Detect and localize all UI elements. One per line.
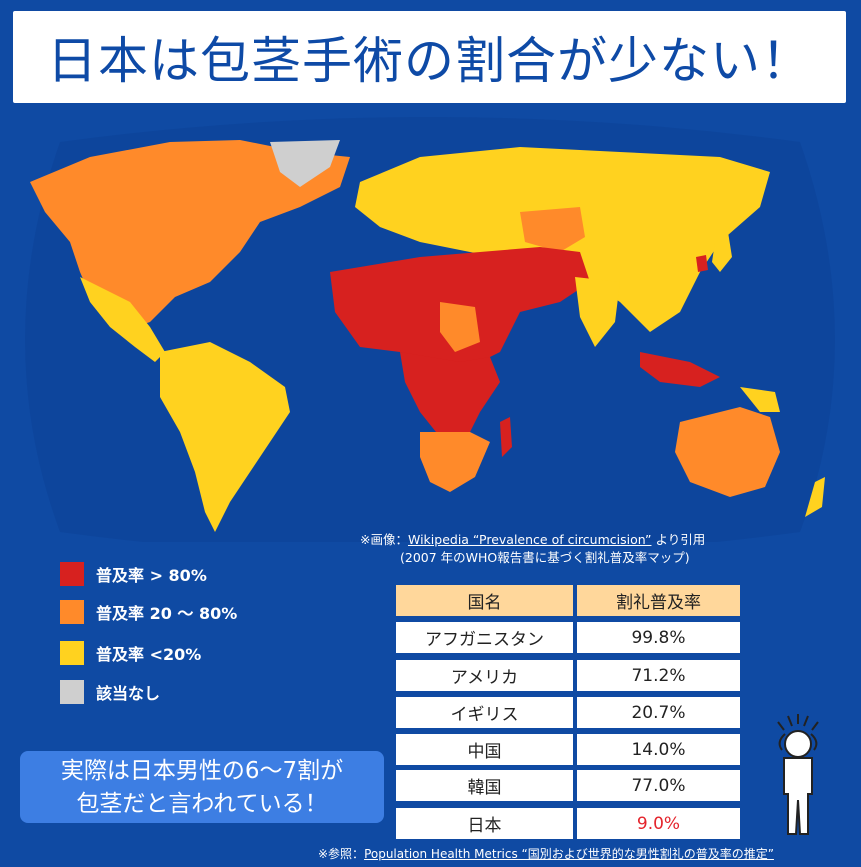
india-region [575, 277, 620, 347]
image-credit-prefix: ※画像： [360, 532, 408, 547]
legend-label-low: 普及率 <20% [96, 645, 202, 664]
source-link[interactable]: Population Health Metrics “国別および世界的な男性割礼… [364, 847, 774, 861]
madagascar-region [500, 417, 512, 457]
table-row: アメリカ 71.2% [396, 660, 742, 691]
legend-item-na: 該当なし [60, 678, 160, 706]
legend-swatch-low [60, 641, 84, 665]
table-row: 中国 14.0% [396, 734, 742, 765]
image-credit-suffix: より引用 [655, 532, 706, 547]
greenland-region [270, 140, 340, 187]
legend-item-low: 普及率 <20% [60, 639, 201, 667]
legend-item-high: 普及率 > 80% [60, 560, 207, 588]
image-credit-link[interactable]: Wikipedia “Prevalence of circumcision” [407, 532, 652, 547]
page-title: 日本は包茎手術の割合が少ない！ [47, 32, 812, 90]
country-cell: アフガニスタン [396, 622, 573, 653]
country-cell: 中国 [396, 734, 573, 765]
source-prefix: ※参照： [318, 847, 365, 861]
rate-cell: 20.7% [577, 697, 740, 728]
worried-man-icon [777, 714, 819, 835]
source-citation: ※参照：Population Health Metrics “国別および世界的な… [318, 845, 774, 862]
table-header-row: 国名 割礼普及率 [396, 585, 742, 616]
country-cell: 日本 [396, 808, 573, 839]
country-cell: アメリカ [396, 660, 573, 691]
country-cell: イギリス [396, 697, 573, 728]
southern-africa-region [420, 432, 490, 492]
image-credit-line1: ※画像：Wikipedia “Prevalence of circumcisio… [360, 531, 830, 549]
papua-region [740, 387, 780, 412]
table-row: 韓国 77.0% [396, 770, 742, 801]
image-credit: ※画像：Wikipedia “Prevalence of circumcisio… [360, 531, 830, 567]
table-row: アフガニスタン 99.8% [396, 622, 742, 653]
rate-cell: 99.8% [577, 622, 740, 653]
callout-line1: 実際は日本男性の6〜7割が [60, 758, 344, 784]
central-america-region [80, 277, 165, 362]
world-map [25, 117, 835, 542]
rate-cell-japan: 9.0% [577, 808, 740, 839]
header-country: 国名 [396, 585, 573, 616]
australia-region [675, 407, 780, 497]
country-cell: 韓国 [396, 770, 573, 801]
header-rate: 割礼普及率 [577, 585, 740, 616]
table-row: 日本 9.0% [396, 808, 742, 839]
rate-cell: 71.2% [577, 660, 740, 691]
south-america-region [160, 342, 290, 532]
north-america-region [30, 140, 350, 332]
legend-label-high: 普及率 > 80% [96, 566, 207, 585]
southeast-asia-region [640, 352, 720, 387]
new-zealand-region [805, 477, 825, 517]
legend-label-na: 該当なし [96, 684, 161, 703]
rate-cell: 14.0% [577, 734, 740, 765]
image-credit-line2: (2007 年のWHO報告書に基づく割礼普及率マップ) [400, 550, 690, 565]
east-africa-region [440, 302, 480, 352]
callout-box: 実際は日本男性の6〜7割が 包茎だと言われている！ [20, 751, 384, 823]
central-asia-region [520, 207, 585, 252]
legend-item-mid: 普及率 20 〜 80% [60, 598, 237, 626]
rate-cell: 77.0% [577, 770, 740, 801]
japan-region [712, 232, 732, 272]
title-box: 日本は包茎手術の割合が少ない！ [13, 11, 846, 103]
table-row: イギリス 20.7% [396, 697, 742, 728]
callout-line2: 包茎だと言われている！ [76, 791, 328, 817]
korea-region [696, 255, 708, 272]
legend-swatch-mid [60, 600, 84, 624]
legend-swatch-na [60, 680, 84, 704]
legend-swatch-high [60, 562, 84, 586]
central-africa-region [400, 352, 500, 437]
legend-label-mid: 普及率 20 〜 80% [96, 604, 238, 623]
